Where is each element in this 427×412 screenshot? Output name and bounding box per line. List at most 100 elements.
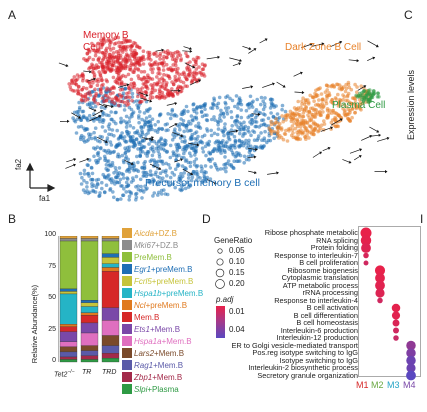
- axis-label-fa2: fa2: [14, 158, 23, 170]
- velocity-arrow: [98, 103, 108, 108]
- velocity-arrow: [66, 158, 77, 163]
- cell-point: [115, 143, 120, 147]
- panel-c-letter: C: [404, 8, 413, 22]
- cell-point: [171, 54, 175, 58]
- go-dot: [406, 340, 416, 351]
- cell-point: [177, 174, 182, 179]
- legend-swatch: [122, 384, 132, 394]
- cell-point: [90, 62, 94, 67]
- cell-point: [123, 151, 127, 156]
- velocity-arrow: [206, 55, 220, 60]
- cell-point: [309, 106, 313, 111]
- cell-point: [93, 87, 97, 92]
- velocity-arrow: [259, 38, 268, 44]
- velocity-arrow: [58, 62, 69, 67]
- velocity-arrow: [262, 82, 275, 88]
- cell-point: [280, 107, 284, 112]
- cell-point: [85, 117, 89, 121]
- cell-point: [262, 102, 267, 106]
- cell-point: [239, 108, 243, 112]
- cell-point: [150, 117, 155, 121]
- bar-legend-item: Egr1+preMem.B: [122, 263, 192, 275]
- cell-point: [198, 70, 202, 75]
- cell-point: [234, 94, 239, 98]
- cell-point: [136, 147, 140, 151]
- cell-point: [355, 90, 359, 94]
- cell-point: [157, 61, 161, 66]
- cell-point: [242, 127, 246, 131]
- cell-point: [97, 70, 101, 74]
- cell-point: [200, 114, 205, 119]
- go-dot: [392, 319, 400, 327]
- cell-point: [242, 154, 247, 159]
- cell-point: [118, 134, 123, 139]
- bar-legend-item: Hspa1b+preMem.B: [122, 287, 203, 299]
- cell-point: [101, 120, 105, 124]
- ytick-100: 100: [44, 231, 56, 238]
- cell-point: [72, 118, 77, 123]
- cell-point: [120, 66, 124, 70]
- cell-point: [85, 185, 89, 189]
- velocity-arrow: [96, 136, 108, 143]
- cell-point: [103, 129, 108, 133]
- cell-point: [180, 164, 185, 168]
- cell-point: [159, 179, 164, 183]
- cell-point: [177, 145, 182, 150]
- cell-point: [203, 102, 208, 106]
- cell-point: [256, 136, 260, 141]
- cell-point: [146, 151, 150, 156]
- go-term-label: ATP metabolic process: [282, 280, 358, 290]
- generatio-legend-value-2: 0.10: [229, 257, 245, 266]
- cell-point: [130, 111, 135, 116]
- velocity-arrow: [83, 70, 92, 74]
- cell-point: [91, 71, 96, 75]
- cell-point: [225, 112, 230, 116]
- cell-point: [132, 40, 136, 45]
- cell-point: [359, 108, 363, 112]
- cell-point: [289, 133, 294, 138]
- cell-point: [107, 127, 112, 131]
- cell-point: [82, 178, 86, 183]
- cell-point: [189, 154, 193, 158]
- cell-point: [348, 102, 353, 106]
- velocity-arrow: [71, 112, 81, 119]
- cell-point: [100, 125, 105, 129]
- cell-point: [189, 114, 194, 118]
- cell-point: [323, 90, 328, 94]
- cell-point: [128, 39, 133, 43]
- cell-point: [132, 168, 136, 173]
- cell-point: [153, 88, 158, 93]
- cell-point: [97, 194, 101, 198]
- bar-segment: [101, 236, 120, 239]
- cell-point: [79, 118, 83, 122]
- cell-point: [301, 114, 305, 119]
- cell-point: [224, 95, 228, 100]
- cell-point: [249, 122, 254, 126]
- cell-point: [117, 44, 122, 48]
- cell-point: [269, 122, 274, 127]
- cell-point: [276, 130, 280, 134]
- cell-point: [215, 132, 220, 137]
- legend-swatch: [122, 300, 132, 310]
- cell-point: [103, 69, 108, 73]
- cell-point: [130, 98, 134, 103]
- cell-point: [203, 107, 207, 112]
- cell-point: [319, 123, 324, 127]
- cell-point: [322, 122, 327, 126]
- cell-point: [164, 62, 169, 67]
- cell-point: [116, 103, 121, 108]
- velocity-arrow: [349, 148, 363, 154]
- cell-point: [192, 109, 197, 114]
- cell-point: [140, 138, 145, 143]
- cell-point: [127, 148, 131, 152]
- cell-point: [94, 91, 98, 96]
- cell-point: [249, 133, 253, 138]
- bar-segment: [59, 351, 78, 358]
- cell-point: [121, 176, 126, 180]
- cell-point: [196, 56, 201, 60]
- velocity-arrow: [354, 155, 362, 161]
- cell-point: [127, 167, 131, 172]
- cell-point: [233, 104, 237, 109]
- cell-point: [201, 67, 206, 71]
- cell-point: [285, 139, 290, 143]
